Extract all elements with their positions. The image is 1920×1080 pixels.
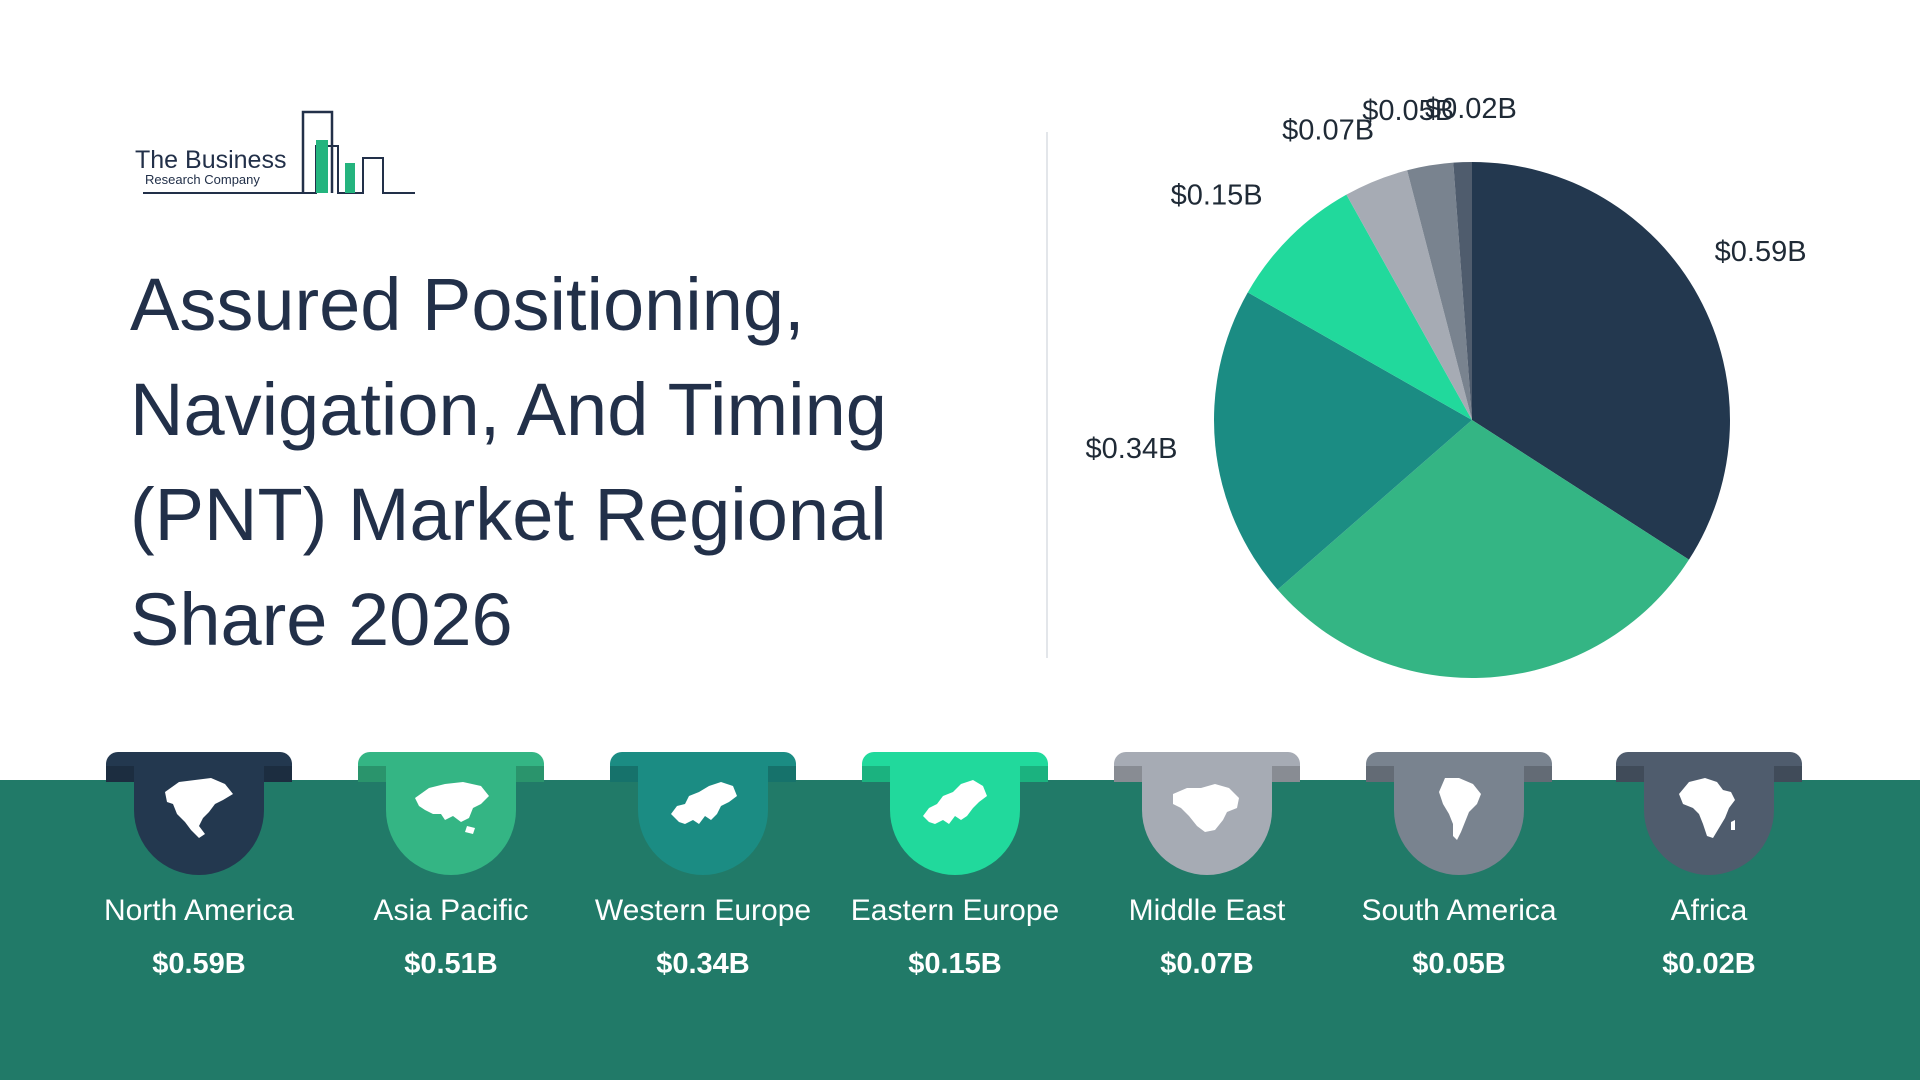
pie-slice-north-america [1472, 162, 1730, 560]
europe-map-icon [923, 780, 987, 824]
pie-slice-middle-east [1346, 170, 1472, 420]
pie-slice-africa [1453, 162, 1472, 420]
region-card: North America $0.59B [56, 752, 306, 1012]
region-value: $0.59B [152, 948, 246, 980]
region-value: $0.51B [404, 948, 498, 980]
africa-map-icon [1679, 778, 1735, 838]
region-card: Asia Pacific $0.51B [308, 752, 558, 1012]
region-value: $0.15B [908, 948, 1002, 980]
region-value: $0.05B [1412, 948, 1506, 980]
pie-data-label: $0.05B [1362, 95, 1454, 127]
middle-east-map-icon [1173, 784, 1239, 832]
region-name: Western Europe [594, 894, 812, 927]
region-name: Africa [1670, 894, 1748, 927]
asia-map-icon [415, 782, 489, 834]
region-card: South America $0.05B [1316, 752, 1566, 1012]
pie-slice-western-europe [1213, 292, 1472, 590]
north-america-map-icon [165, 778, 233, 838]
logo-buildings-icon [143, 110, 415, 194]
pie-slice-eastern-europe [1247, 194, 1472, 420]
region-name: Middle East [1128, 894, 1286, 927]
logo-line-1: The Business [135, 146, 287, 174]
region-name: North America [103, 894, 295, 927]
pie-data-label: $0.02B [1425, 93, 1517, 125]
region-value: $0.02B [1662, 948, 1756, 980]
pie-slice-south-america [1407, 162, 1472, 420]
europe-map-icon [671, 782, 737, 824]
region-value: $0.34B [656, 948, 750, 980]
region-name: Eastern Europe [850, 894, 1060, 927]
region-card: Middle East $0.07B [1064, 752, 1314, 1012]
region-card: Western Europe $0.34B [560, 752, 811, 1012]
pie-chart: $0.59B$0.51B$0.34B$0.15B$0.07B$0.05B$0.0… [1086, 93, 1807, 678]
pie-slice-asia-pacific [1277, 420, 1689, 678]
logo-line-2: Research Company [145, 172, 260, 187]
region-value: $0.07B [1160, 948, 1254, 980]
region-name: South America [1361, 894, 1557, 927]
pie-data-label: $0.59B [1715, 236, 1807, 268]
chart-title: Assured Positioning, Navigation, And Tim… [130, 263, 887, 661]
south-america-map-icon [1439, 778, 1481, 840]
pie-data-label: $0.07B [1282, 115, 1374, 147]
vertical-divider [1046, 132, 1048, 658]
region-card: Eastern Europe $0.15B [812, 752, 1062, 1012]
company-logo: The Business Research Company [133, 108, 423, 198]
pie-data-label: $0.34B [1086, 433, 1178, 465]
region-name: Asia Pacific [373, 894, 529, 927]
pie-data-label: $0.15B [1171, 179, 1263, 211]
region-card: Africa $0.02B [1566, 752, 1816, 1012]
